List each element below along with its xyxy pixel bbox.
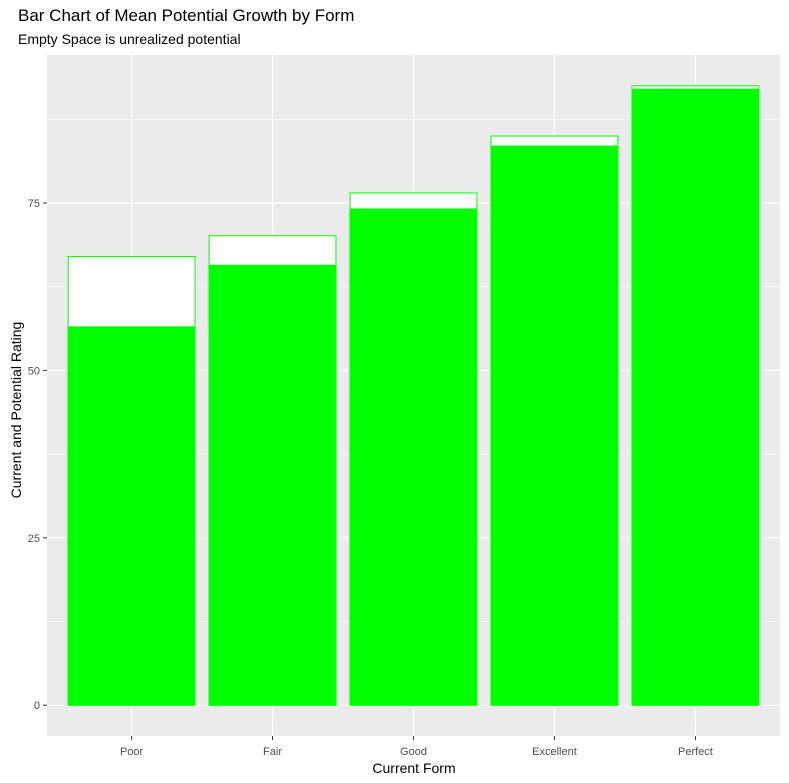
x-axis-label: Current Form (372, 760, 456, 776)
current-bar (349, 208, 478, 706)
x-tick-label: Excellent (532, 746, 577, 758)
y-tick-label: 25 (28, 533, 40, 545)
x-axis: Poor Fair Good Excellent Perfect (120, 736, 713, 758)
x-tick-label: Perfect (678, 746, 713, 758)
x-tick-label: Poor (120, 746, 144, 758)
chart-subtitle: Empty Space is unrealized potential (18, 31, 241, 47)
current-bar (490, 145, 619, 706)
y-axis: 0 25 50 75 (28, 198, 47, 712)
chart-title: Bar Chart of Mean Potential Growth by Fo… (18, 6, 355, 25)
bars (67, 85, 760, 706)
current-bar (631, 88, 760, 706)
current-bar (67, 326, 196, 706)
x-tick-label: Good (400, 746, 427, 758)
x-tick-label: Fair (263, 746, 282, 758)
y-tick-label: 50 (28, 365, 40, 377)
current-bar (208, 264, 337, 706)
y-tick-label: 75 (28, 198, 40, 210)
y-tick-label: 0 (34, 700, 40, 712)
